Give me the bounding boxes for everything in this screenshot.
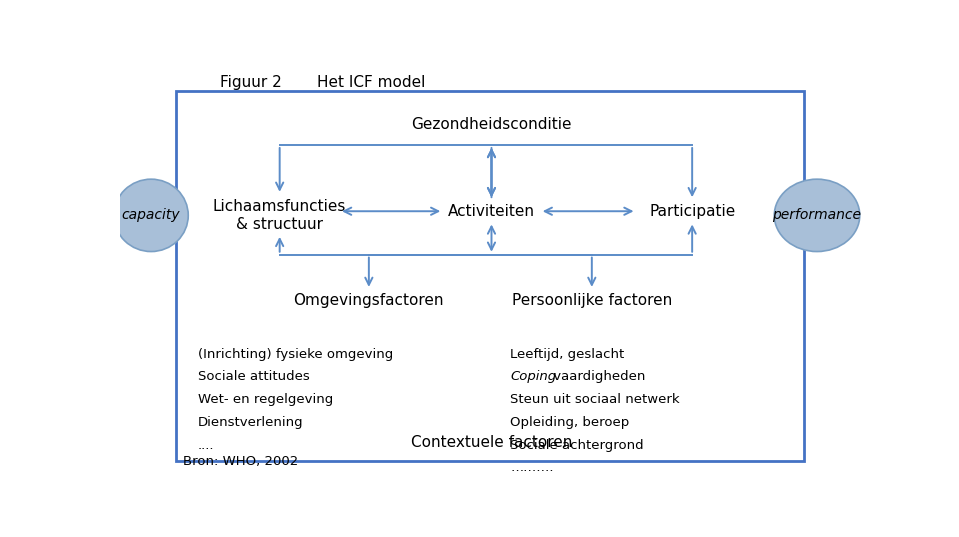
Text: Activiteiten: Activiteiten xyxy=(448,204,535,219)
Text: Coping: Coping xyxy=(510,371,556,383)
Text: performance: performance xyxy=(773,208,861,222)
Text: (Inrichting) fysieke omgeving: (Inrichting) fysieke omgeving xyxy=(198,347,393,361)
Text: vaardigheden: vaardigheden xyxy=(549,371,645,383)
Text: Wet- en regelgeving: Wet- en regelgeving xyxy=(198,393,333,406)
Text: Opleiding, beroep: Opleiding, beroep xyxy=(510,416,629,429)
Text: Sociale attitudes: Sociale attitudes xyxy=(198,371,310,383)
Ellipse shape xyxy=(114,179,188,251)
Text: Dienstverlening: Dienstverlening xyxy=(198,416,304,429)
Text: Het ICF model: Het ICF model xyxy=(316,75,425,90)
FancyBboxPatch shape xyxy=(175,91,804,461)
Text: Figuur 2: Figuur 2 xyxy=(221,75,282,90)
Text: Sociale achtergrond: Sociale achtergrond xyxy=(510,439,643,452)
Text: Leeftijd, geslacht: Leeftijd, geslacht xyxy=(510,347,624,361)
Text: ....: .... xyxy=(198,439,215,452)
Text: Participatie: Participatie xyxy=(649,204,736,219)
Text: Steun uit sociaal netwerk: Steun uit sociaal netwerk xyxy=(510,393,680,406)
Text: capacity: capacity xyxy=(122,208,180,222)
Text: ……….: ………. xyxy=(510,461,553,474)
Text: Bron: WHO, 2002: Bron: WHO, 2002 xyxy=(183,455,298,468)
Ellipse shape xyxy=(774,179,860,251)
Text: Omgevingsfactoren: Omgevingsfactoren xyxy=(293,293,444,308)
Text: Gezondheidsconditie: Gezondheidsconditie xyxy=(411,117,572,132)
Text: Persoonlijke factoren: Persoonlijke factoren xyxy=(512,293,672,308)
Text: Contextuele factoren: Contextuele factoren xyxy=(410,436,573,451)
Text: Lichaamsfuncties
& structuur: Lichaamsfuncties & structuur xyxy=(213,199,346,231)
